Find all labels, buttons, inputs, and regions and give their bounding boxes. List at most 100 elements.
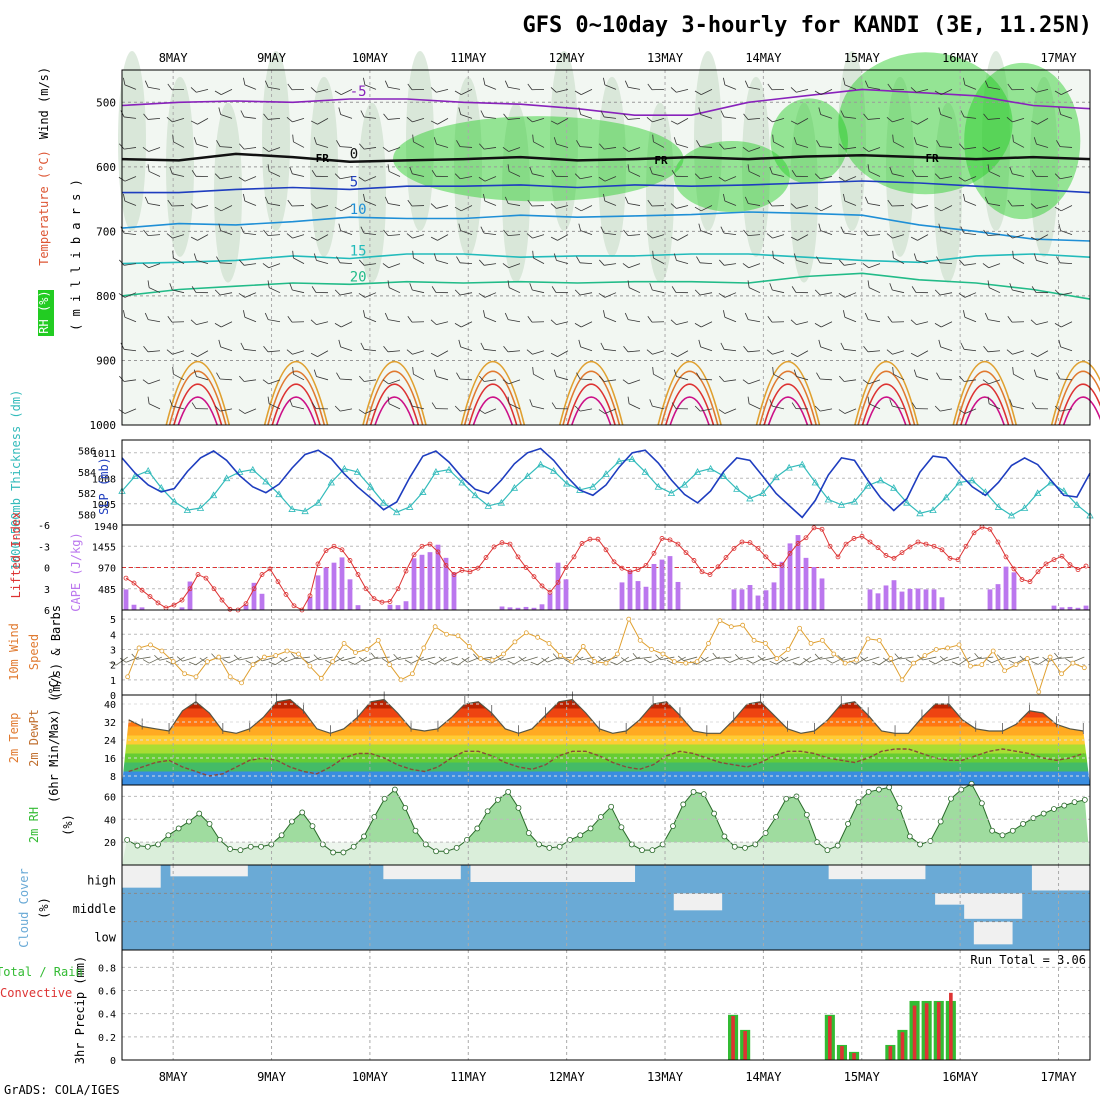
cloud-gap-block bbox=[829, 865, 926, 879]
cloud-gap-block bbox=[974, 922, 1013, 945]
wind-speed-point bbox=[752, 638, 756, 642]
wind-speed-point bbox=[308, 664, 312, 668]
wind-speed-point bbox=[205, 660, 209, 664]
wind-speed-point bbox=[911, 661, 915, 665]
wind-legend-label: Wind (m/s) bbox=[37, 67, 51, 139]
precip-convective-bar bbox=[901, 1032, 905, 1060]
cape-bar bbox=[340, 557, 345, 610]
rh-point bbox=[495, 797, 500, 802]
rh-point bbox=[598, 815, 603, 820]
wind-speed-point bbox=[536, 635, 540, 639]
wind-speed-point bbox=[775, 657, 779, 661]
precip-total-legend: Total / Rain bbox=[0, 965, 83, 979]
rh-point bbox=[475, 826, 480, 831]
wind-speed-point bbox=[558, 654, 562, 658]
wind-speed-point bbox=[638, 638, 642, 642]
cape-bar bbox=[764, 590, 769, 610]
cape-bar bbox=[668, 556, 673, 610]
wind-speed-point bbox=[171, 660, 175, 664]
date-label-top: 14MAY bbox=[745, 51, 782, 65]
wind-speed-point bbox=[980, 663, 984, 667]
li-tick-label: -6 bbox=[38, 521, 50, 532]
rh-point bbox=[1072, 800, 1077, 805]
wind-speed-point bbox=[410, 672, 414, 676]
wind-speed-point bbox=[467, 644, 471, 648]
date-label-top: 12MAY bbox=[549, 51, 586, 65]
isotherm-label: 15 bbox=[350, 243, 367, 259]
cloud-gap-block bbox=[964, 893, 1022, 919]
rh-point bbox=[1062, 803, 1067, 808]
rh-point bbox=[434, 849, 439, 854]
pressure-tick-label: 600 bbox=[96, 161, 116, 174]
wind-speed-point bbox=[672, 660, 676, 664]
temp-axis-label-3: (6hr Min/Max) (°C) bbox=[47, 673, 61, 803]
rh-point bbox=[166, 833, 171, 838]
cape-bar bbox=[548, 593, 553, 610]
cape-bar bbox=[324, 568, 329, 611]
cape-tick-label: 485 bbox=[98, 585, 116, 596]
wind-speed-point bbox=[661, 652, 665, 656]
wind-speed-point bbox=[604, 661, 608, 665]
wind-speed-point bbox=[718, 619, 722, 623]
rh-point bbox=[197, 811, 202, 816]
rh-point bbox=[969, 781, 974, 786]
date-label-top: 17MAY bbox=[1040, 51, 1077, 65]
wind-speed-point bbox=[126, 675, 130, 679]
precip-tick-label: 0.2 bbox=[98, 1033, 116, 1044]
wind-speed-point bbox=[593, 660, 597, 664]
wind-speed-point bbox=[877, 638, 881, 642]
footer-credit: GrADS: COLA/IGES bbox=[4, 1083, 120, 1097]
chart-title: GFS 0~10day 3-hourly for KANDI (3E, 11.2… bbox=[522, 13, 1092, 38]
rh-shade-blob bbox=[262, 51, 290, 231]
rh-point bbox=[722, 834, 727, 839]
rh-shade-blob bbox=[214, 103, 242, 283]
thickness-tick-label: 580 bbox=[78, 510, 96, 521]
wind-speed-point bbox=[353, 651, 357, 655]
cape-bar bbox=[1012, 572, 1017, 610]
isotherm-label: 0 bbox=[350, 147, 358, 163]
date-label-top: 16MAY bbox=[942, 51, 979, 65]
wind-speed-point bbox=[1025, 657, 1029, 661]
wind-speed-point bbox=[399, 678, 403, 682]
wind-speed-point bbox=[342, 641, 346, 645]
wind-speed-point bbox=[741, 623, 745, 627]
date-label-bottom: 14MAY bbox=[745, 1070, 782, 1084]
precip-tick-label: 0.6 bbox=[98, 987, 116, 998]
precip-conv-legend: Convective bbox=[0, 986, 72, 1000]
wind-tick-label: 4 bbox=[110, 630, 116, 641]
rh-point bbox=[320, 842, 325, 847]
precip-run-total: Run Total = 3.06 bbox=[970, 953, 1086, 967]
wind-tick-label: 5 bbox=[110, 615, 116, 626]
wind-speed-point bbox=[1048, 655, 1052, 659]
wind-speed-point bbox=[160, 649, 164, 653]
wind-speed-point bbox=[843, 661, 847, 665]
date-label-top: 11MAY bbox=[450, 51, 487, 65]
cape-bar bbox=[932, 589, 937, 610]
temperature-legend-label: Temperature (°C) bbox=[37, 150, 51, 266]
rh-point bbox=[670, 824, 675, 829]
cloud-gap-block bbox=[470, 865, 635, 882]
precip-convective-bar bbox=[828, 1016, 832, 1060]
rh-point bbox=[351, 844, 356, 849]
wind-speed-point bbox=[615, 652, 619, 656]
rh-point bbox=[228, 847, 233, 852]
rh-point bbox=[176, 826, 181, 831]
cloud-unit-label: (%) bbox=[37, 897, 51, 919]
wind-speed-point bbox=[502, 652, 506, 656]
rh-point bbox=[372, 815, 377, 820]
date-label-bottom: 15MAY bbox=[844, 1070, 881, 1084]
rh-point bbox=[938, 819, 943, 824]
rh-point bbox=[619, 825, 624, 830]
precip-tick-label: 0 bbox=[110, 1056, 116, 1067]
rh-tick-label: 40 bbox=[104, 815, 116, 826]
wind-speed-point bbox=[1014, 663, 1018, 667]
rh-tick-label: 60 bbox=[104, 792, 116, 803]
cape-bar bbox=[628, 571, 633, 610]
wind-speed-point bbox=[388, 663, 392, 667]
cape-bar bbox=[804, 558, 809, 610]
precip-convective-bar bbox=[743, 1031, 747, 1060]
cape-bar bbox=[820, 578, 825, 610]
li-tick-label: -3 bbox=[38, 542, 50, 553]
wind-speed-point bbox=[479, 657, 483, 661]
